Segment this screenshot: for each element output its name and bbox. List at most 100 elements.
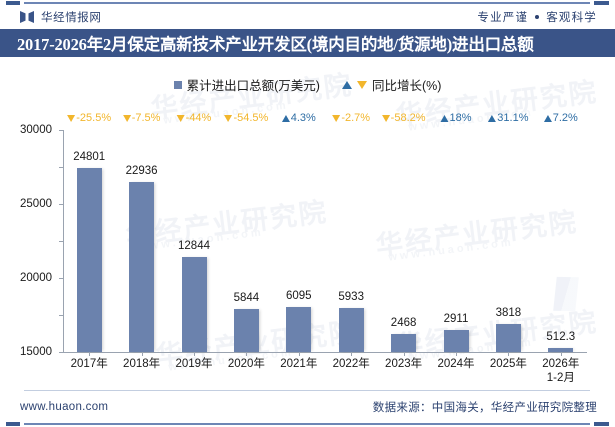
bar-value-label: 22936 xyxy=(125,165,158,178)
x-axis-label: 2017年 xyxy=(71,357,108,371)
plot-area: 0 5000 10000 15000 20000 25000 30000 24801 22936… xyxy=(20,124,587,358)
x-axis-label: 2018年 xyxy=(123,357,160,371)
footer-divider xyxy=(24,390,590,391)
legend-item-total[interactable]: 累计进出口总额(万美元) xyxy=(173,75,320,94)
x-axis-label-line1: 2018年 xyxy=(123,358,161,370)
growth-marker-down[interactable]: -58.2% xyxy=(381,112,426,124)
brand-name: 华经情报网 xyxy=(41,12,102,24)
triangle-down-icon xyxy=(381,114,390,122)
bar[interactable] xyxy=(391,333,417,352)
x-axis-tick xyxy=(508,352,510,356)
x-axis-label-line1: 2021年 xyxy=(280,358,318,370)
growth-marker-up[interactable]: 4.3% xyxy=(281,112,316,124)
x-axis-tick xyxy=(141,352,143,356)
y-axis-tick: 0 xyxy=(59,352,63,353)
top-accent-bar xyxy=(0,0,615,5)
header-tagline: 专业严谨 客观科学 xyxy=(477,9,597,25)
x-axis-label: 2025年 xyxy=(490,357,527,371)
chart-legend: 累计进出口总额(万美元) 同比增长(%) xyxy=(0,75,615,94)
bar[interactable] xyxy=(548,348,574,352)
bar[interactable] xyxy=(495,323,521,352)
growth-value-label: -58.2% xyxy=(390,112,426,124)
triangle-down-icon xyxy=(122,114,131,122)
y-axis-tick: 25000 xyxy=(20,167,63,210)
growth-marker-up[interactable]: 18% xyxy=(440,112,472,124)
brand[interactable]: 华经情报网 xyxy=(20,9,102,25)
y-axis-tick: 5000 xyxy=(59,315,63,316)
growth-value-label: -2.7% xyxy=(341,112,371,124)
bar-value-label: 12844 xyxy=(178,239,210,252)
triangle-up-icon xyxy=(488,114,497,122)
y-axis-tick-label: 15000 xyxy=(20,346,52,358)
growth-marker-down[interactable]: -2.7% xyxy=(332,112,370,124)
tagline-left: 专业严谨 xyxy=(477,12,529,24)
tagline-separator-dot xyxy=(535,15,540,19)
accent-segment-left xyxy=(6,422,20,426)
legend-triangle-down-icon xyxy=(356,80,367,89)
x-axis-tick xyxy=(403,352,405,356)
bottom-accent-bar xyxy=(0,422,615,427)
bar[interactable] xyxy=(129,182,155,352)
bar[interactable] xyxy=(181,256,207,352)
bowtie-logo-icon xyxy=(20,11,34,23)
x-axis-tick xyxy=(89,352,91,356)
growth-value-label: 4.3% xyxy=(290,112,316,124)
y-axis-tick: 20000 xyxy=(20,204,63,284)
triangle-up-icon xyxy=(543,114,552,122)
chart-title-bar: 2017-2026年2月保定高新技术产业开发区(境内目的地/货源地)进出口总额 xyxy=(0,29,615,57)
growth-marker-down[interactable]: -54.5% xyxy=(224,112,268,124)
accent-segment-mid xyxy=(24,423,590,425)
growth-marker-down[interactable]: -7.5% xyxy=(122,112,160,124)
triangle-down-icon xyxy=(332,114,341,122)
x-axis-tick xyxy=(560,352,562,356)
x-axis-tick xyxy=(456,352,457,356)
bar[interactable] xyxy=(233,308,259,352)
x-axis-label-line1: 2023年 xyxy=(385,358,423,370)
bar[interactable] xyxy=(76,168,102,352)
x-axis-label-line1: 2017年 xyxy=(70,358,108,370)
growth-marker-down[interactable]: -44% xyxy=(176,112,212,124)
accent-segment-left xyxy=(6,1,20,5)
growth-value-label: -44% xyxy=(185,112,212,124)
x-axis-label: 2020年 xyxy=(228,357,265,371)
bar[interactable] xyxy=(286,306,312,352)
x-axis-label-line1: 2020年 xyxy=(227,358,265,370)
legend-label-total: 累计进出口总额(万美元) xyxy=(186,79,320,93)
growth-marker-up[interactable]: 31.1% xyxy=(488,112,528,124)
footer-site-url[interactable]: www.huaon.com xyxy=(20,401,109,413)
x-axis-labels: 2017年 2018年 2019年 2020年 2021年 2022年 2023年 2024年… xyxy=(0,357,615,390)
x-axis-label-line1: 2026年 xyxy=(542,358,580,370)
bar[interactable] xyxy=(443,330,469,352)
triangle-down-icon xyxy=(176,114,185,122)
x-axis-label-line1: 2019年 xyxy=(175,358,213,370)
growth-value-label: 31.1% xyxy=(497,112,529,124)
tagline-right: 客观科学 xyxy=(546,12,597,24)
growth-marker-down[interactable]: -25.5% xyxy=(67,112,111,124)
legend-item-growth[interactable]: 同比增长(%) xyxy=(341,75,441,94)
accent-segment-right xyxy=(594,422,609,426)
growth-value-label: 7.2% xyxy=(552,112,578,124)
bar-value-label: 2911 xyxy=(443,313,469,326)
growth-marker-row: -25.5% -7.5% -44% -54.5% 4.3% -2.7% -58.2% 18% 3… xyxy=(0,112,615,128)
x-axis-label-line1: 2022年 xyxy=(332,358,370,370)
page-title: 2017-2026年2月保定高新技术产业开发区(境内目的地/货源地)进出口总额 xyxy=(17,35,534,54)
accent-segment-mid xyxy=(24,2,590,4)
page-footer: www.huaon.com 数据来源：中国海关，华经产业研究院整理 xyxy=(0,390,615,427)
triangle-down-icon xyxy=(67,114,76,122)
growth-value-label: -25.5% xyxy=(76,112,112,124)
growth-marker-up[interactable]: 7.2% xyxy=(543,112,578,124)
y-axis-tick-label: 25000 xyxy=(20,198,52,210)
page-header: 华经情报网 专业严谨 客观科学 xyxy=(0,5,615,29)
y-axis-line xyxy=(63,130,64,353)
bar-value-label: 512.3 xyxy=(546,331,576,344)
growth-value-label: -54.5% xyxy=(233,112,269,124)
x-axis-line xyxy=(63,352,587,353)
x-axis-label: 2026年 1-2月 xyxy=(542,357,579,385)
bar[interactable] xyxy=(338,308,364,352)
legend-triangle-up-icon xyxy=(341,80,352,89)
bar-value-label: 3818 xyxy=(495,306,522,319)
bar-value-label: 2468 xyxy=(390,316,417,329)
y-axis-tick-label: 30000 xyxy=(20,124,52,136)
x-axis-label-line1: 2024年 xyxy=(437,358,475,370)
x-axis-tick xyxy=(351,352,353,356)
